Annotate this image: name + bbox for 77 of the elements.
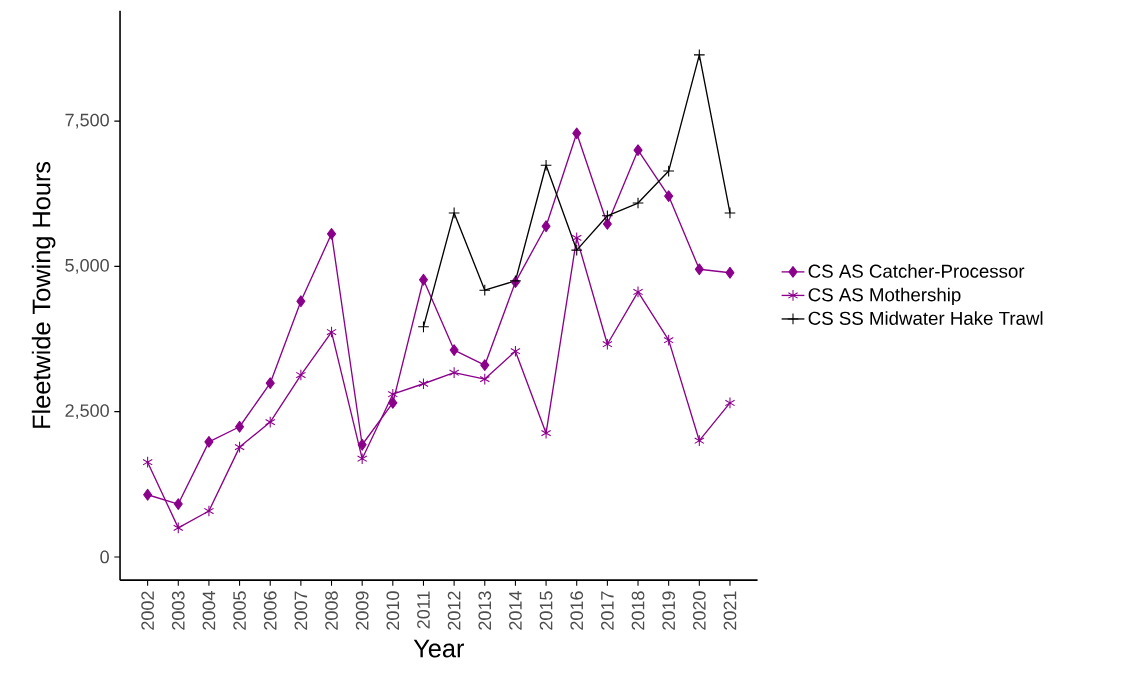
- x-tick-label: 2009: [355, 591, 369, 630]
- x-tick-label: 2016: [570, 591, 584, 630]
- point: [326, 326, 337, 338]
- point: [540, 159, 552, 172]
- point: [173, 498, 183, 510]
- x-tick-label: 2010: [386, 591, 400, 630]
- legend-label: CS SS Midwater Hake Trawl: [808, 311, 1043, 325]
- point: [632, 286, 644, 298]
- point: [662, 165, 675, 178]
- x-tick-label: 2011: [417, 591, 430, 629]
- x-tick-label: 2013: [478, 591, 492, 630]
- point: [296, 295, 306, 308]
- point: [326, 228, 337, 240]
- point: [693, 49, 706, 61]
- point: [633, 144, 643, 157]
- point: [724, 207, 736, 219]
- point: [602, 218, 612, 230]
- y-tick-label: 2,500: [65, 404, 109, 420]
- point: [632, 197, 644, 209]
- point: [570, 244, 583, 257]
- point: [418, 273, 429, 286]
- point: [143, 488, 153, 501]
- point: [448, 207, 460, 219]
- x-tick-label: 2005: [233, 591, 246, 630]
- legend-label: CS AS Mothership: [808, 287, 961, 306]
- x-tick-label: 2021: [723, 591, 737, 630]
- point: [664, 190, 674, 202]
- x-tick-label: 2003: [171, 591, 185, 630]
- x-axis-title: Year: [413, 639, 464, 658]
- point: [173, 522, 184, 534]
- point: [204, 436, 214, 448]
- point: [663, 334, 674, 347]
- point: [448, 366, 460, 379]
- y-tick-label: 5,000: [65, 259, 109, 274]
- x-tick-label: 2020: [692, 591, 706, 630]
- point: [480, 359, 490, 372]
- point: [449, 344, 459, 356]
- point: [265, 377, 275, 390]
- point: [724, 397, 736, 409]
- point: [418, 377, 429, 390]
- x-tick-label: 2017: [601, 591, 614, 630]
- x-tick-label: 2014: [509, 591, 522, 630]
- point: [540, 427, 552, 440]
- x-tick-label: 2012: [447, 591, 461, 630]
- point: [203, 505, 215, 517]
- point: [510, 345, 521, 358]
- point: [417, 320, 430, 333]
- point: [234, 441, 245, 454]
- y-tick-label: 7,500: [65, 113, 109, 129]
- x-tick-label: 2004: [202, 591, 216, 630]
- point: [602, 338, 613, 351]
- point: [235, 420, 245, 433]
- point: [265, 416, 276, 429]
- point: [357, 452, 368, 465]
- point: [571, 232, 582, 244]
- point: [357, 438, 367, 451]
- point: [572, 127, 582, 140]
- x-tick-label: 2019: [662, 591, 676, 630]
- point: [388, 397, 398, 409]
- point: [541, 220, 551, 233]
- x-tick-label: 2015: [539, 591, 553, 630]
- point: [142, 456, 153, 469]
- point: [725, 266, 735, 279]
- x-tick-label: 2018: [631, 591, 645, 630]
- point: [295, 369, 307, 381]
- y-axis-title: Fleetwide Towing Hours: [31, 161, 56, 428]
- x-tick-label: 2006: [263, 591, 277, 630]
- y-tick-label: 0: [100, 550, 109, 564]
- x-tick-label: 2007: [294, 591, 308, 630]
- point: [479, 373, 490, 386]
- x-tick-label: 2002: [141, 591, 154, 630]
- point: [478, 284, 491, 297]
- point: [694, 434, 705, 447]
- point: [601, 210, 614, 222]
- legend-label: CS AS Catcher-Processor: [808, 264, 1025, 278]
- x-tick-label: 2008: [325, 591, 338, 630]
- point: [694, 263, 704, 276]
